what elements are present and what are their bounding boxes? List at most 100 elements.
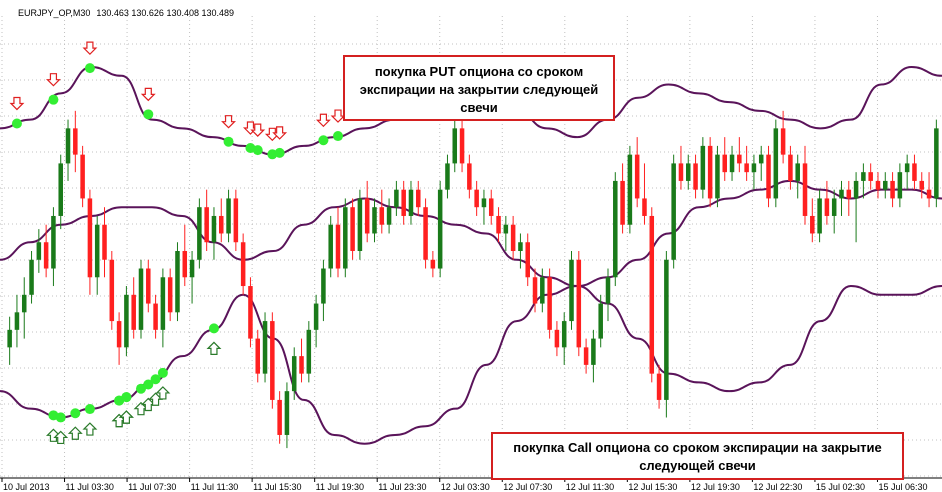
candle	[423, 198, 428, 269]
candle	[649, 207, 655, 383]
candle-body	[350, 207, 355, 251]
signal-dot	[11, 118, 22, 129]
call-signal	[155, 367, 171, 400]
candle	[547, 268, 552, 339]
candle	[51, 207, 56, 287]
candle-body	[313, 303, 319, 330]
candle-body	[518, 242, 523, 251]
put-arrow-icon	[330, 109, 346, 123]
candle-body	[445, 163, 450, 190]
put-arrow-icon	[272, 126, 288, 140]
candle	[306, 321, 312, 383]
candle-body	[912, 163, 917, 181]
candle-body	[846, 189, 852, 199]
candle	[124, 286, 129, 357]
candle-body	[153, 303, 158, 330]
candle	[671, 154, 676, 269]
x-axis: 10 Jul 2013 11 Jul 03:30 11 Jul 07:30 11 Ju…	[0, 477, 942, 492]
candle-body	[591, 338, 596, 365]
candle-body	[437, 189, 443, 269]
candle	[481, 189, 487, 225]
x-tick-label: 11 Jul 23:30	[378, 482, 426, 492]
candle	[270, 312, 275, 409]
candle	[656, 364, 662, 409]
x-tick-label: 15 Jul 06:30	[878, 482, 927, 492]
candle	[583, 338, 589, 374]
candle	[634, 137, 640, 208]
signal-dot	[252, 145, 263, 156]
candle	[430, 251, 436, 278]
candle	[21, 277, 27, 339]
candle-body	[883, 180, 888, 190]
candle	[591, 329, 596, 383]
signal-dot	[121, 392, 132, 403]
candle-body	[817, 198, 822, 234]
candle-body	[598, 303, 603, 339]
candle-body	[65, 128, 71, 164]
candle-body	[634, 154, 640, 199]
candle-body	[488, 198, 494, 216]
candle	[817, 189, 822, 243]
candle-body	[131, 294, 136, 330]
candle	[576, 251, 582, 357]
candle-body	[80, 154, 85, 199]
candle-body	[890, 180, 895, 199]
put-arrow-icon	[221, 115, 237, 129]
candle	[875, 172, 881, 199]
candle-body	[277, 399, 282, 435]
candle-body	[182, 251, 188, 278]
candle-body	[416, 189, 421, 208]
candle-body	[729, 154, 735, 173]
candle	[29, 251, 34, 304]
candle-body	[467, 163, 472, 190]
candle-body	[459, 128, 465, 164]
candle-body	[897, 172, 903, 199]
candle	[262, 312, 268, 383]
candle	[510, 215, 516, 260]
candle-body	[934, 128, 939, 199]
candle-body	[671, 163, 676, 260]
candle	[248, 277, 253, 348]
candle	[715, 145, 720, 208]
put-arrow-icon	[264, 127, 280, 142]
candle-body	[839, 189, 844, 199]
candle	[218, 198, 224, 243]
candle	[401, 180, 406, 225]
candle-body	[926, 189, 932, 199]
candle-body	[321, 268, 326, 304]
candle	[839, 180, 844, 216]
candle	[65, 119, 71, 181]
candle	[452, 119, 458, 173]
candle-body	[685, 163, 691, 181]
candle-body	[758, 154, 764, 164]
candle-body	[751, 163, 757, 173]
candle	[722, 137, 728, 181]
candle	[561, 312, 567, 365]
candle	[758, 145, 764, 181]
candle	[540, 268, 545, 313]
call-signal	[206, 323, 222, 355]
candle-body	[503, 224, 509, 234]
candle-body	[525, 242, 530, 278]
candle	[459, 119, 465, 173]
call-signal	[67, 408, 83, 440]
put-arrow-icon	[140, 87, 156, 102]
call-signal	[53, 412, 69, 445]
candle	[7, 316, 12, 365]
put-signal	[272, 126, 288, 158]
x-tick-label: 12 Jul 11:30	[566, 482, 614, 492]
candle-body	[583, 347, 589, 365]
candle-body	[423, 207, 428, 260]
call-arrow-icon	[148, 392, 164, 406]
x-tick-label: 10 Jul 2013	[3, 482, 50, 492]
candle-body	[773, 128, 779, 199]
candle-body	[284, 391, 290, 435]
chart-header: EURJPY_OP,M30 130.463 130.626 130.408 13…	[18, 8, 234, 18]
candle	[233, 189, 239, 251]
candle-body	[102, 224, 107, 260]
candle-body	[43, 242, 49, 269]
x-tick-label: 11 Jul 15:30	[253, 482, 301, 492]
put-signal	[9, 96, 25, 129]
candle	[313, 294, 319, 348]
candle	[211, 207, 217, 260]
